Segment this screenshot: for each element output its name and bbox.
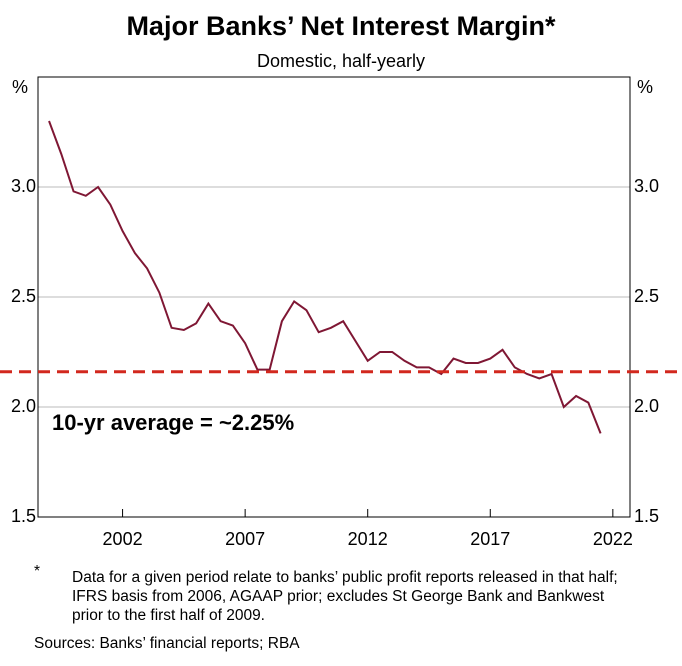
chart-title: Major Banks’ Net Interest Margin* [126, 11, 556, 41]
data-line [48, 120, 602, 434]
y-tick-label: 1.5 [11, 506, 36, 526]
footnote-marker: * [34, 563, 41, 580]
x-tick-label: 2012 [348, 529, 388, 549]
y2-tick-label: 1.5 [634, 506, 659, 526]
chart: Major Banks’ Net Interest Margin* Domest… [0, 11, 682, 549]
y2-tick-label: 2.5 [634, 286, 659, 306]
x-tick-label: 2022 [593, 529, 633, 549]
y2-tick-label: 3.0 [634, 176, 659, 196]
source: Sources: Banks’ financial reports; RBA [34, 635, 300, 652]
x-tick-label: 2007 [225, 529, 265, 549]
y-tick-label: 2.0 [11, 396, 36, 416]
footnote: Data for a given period relate to banks’… [72, 569, 618, 624]
reference-label: 10-yr average = ~2.25% [52, 410, 294, 435]
y-unit: % [12, 77, 28, 97]
y-tick-label: 3.0 [11, 176, 36, 196]
plot-frame [37, 76, 631, 518]
y2-unit: % [637, 77, 653, 97]
x-tick-label: 2017 [470, 529, 510, 549]
y2-tick-label: 2.0 [634, 396, 659, 416]
x-tick-label: 2002 [103, 529, 143, 549]
y-tick-label: 2.5 [11, 286, 36, 306]
chart-subtitle: Domestic, half-yearly [257, 51, 425, 71]
